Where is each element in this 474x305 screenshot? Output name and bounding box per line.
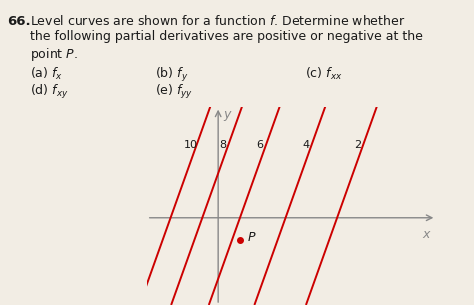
Text: the following partial derivatives are positive or negative at the: the following partial derivatives are po… <box>30 30 423 43</box>
Text: (a) $f_x$: (a) $f_x$ <box>30 66 63 82</box>
Text: (c) $f_{xx}$: (c) $f_{xx}$ <box>305 66 342 82</box>
Text: 66.: 66. <box>7 15 31 28</box>
Text: 2: 2 <box>354 140 361 150</box>
Text: 4: 4 <box>302 140 310 150</box>
Text: $y$: $y$ <box>223 109 233 123</box>
Text: 6: 6 <box>256 140 264 150</box>
Text: 10: 10 <box>184 140 198 150</box>
Text: (d) $f_{xy}$: (d) $f_{xy}$ <box>30 83 69 101</box>
Text: (e) $f_{yy}$: (e) $f_{yy}$ <box>155 83 193 101</box>
Text: 8: 8 <box>219 140 226 150</box>
Text: $x$: $x$ <box>422 228 432 241</box>
Text: $P$: $P$ <box>247 231 256 244</box>
Text: Level curves are shown for a function $f$. Determine whether: Level curves are shown for a function $f… <box>30 14 405 28</box>
Text: point $P$.: point $P$. <box>30 46 78 63</box>
Text: (b) $f_y$: (b) $f_y$ <box>155 66 188 84</box>
